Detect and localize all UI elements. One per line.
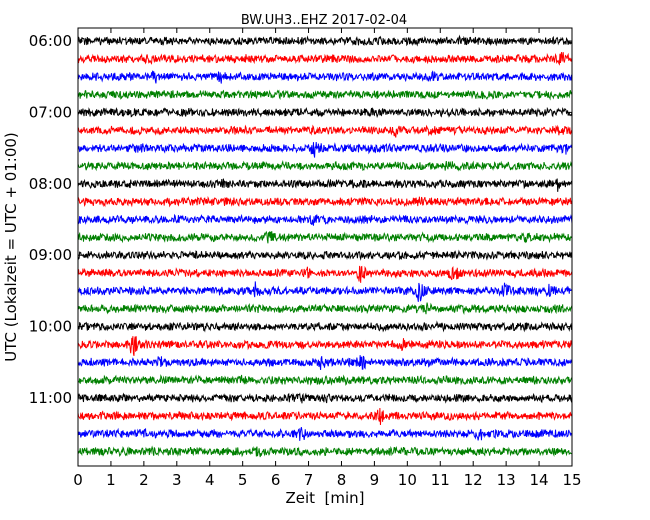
trace-0930 bbox=[77, 281, 573, 302]
x-tick-label: 6 bbox=[271, 471, 281, 489]
trace-0715 bbox=[77, 124, 573, 138]
x-tick-label: 13 bbox=[497, 471, 516, 489]
trace-1000 bbox=[77, 320, 573, 333]
trace-1115 bbox=[77, 407, 573, 426]
x-tick-label: 8 bbox=[337, 471, 347, 489]
trace-0630 bbox=[77, 70, 573, 84]
x-tick-label: 1 bbox=[106, 471, 116, 489]
plot-frame bbox=[77, 27, 573, 467]
trace-group bbox=[77, 34, 573, 458]
y-tick-label: 10:00 bbox=[29, 318, 72, 336]
x-tick-label: 2 bbox=[139, 471, 149, 489]
trace-0845 bbox=[77, 230, 573, 244]
trace-0600 bbox=[77, 34, 573, 47]
x-tick-label: 15 bbox=[562, 471, 581, 489]
y-tick-label: 06:00 bbox=[29, 32, 72, 50]
trace-0915 bbox=[77, 265, 573, 283]
trace-0900 bbox=[77, 249, 573, 261]
chart-title: BW.UH3..EHZ 2017-02-04 bbox=[241, 13, 407, 28]
y-axis: 06:00 07:00 08:00 09:00 10:00 11:00 bbox=[29, 32, 572, 407]
y-tick-label: 08:00 bbox=[29, 175, 72, 193]
x-tick-label: 12 bbox=[464, 471, 483, 489]
y-tick-label: 09:00 bbox=[29, 246, 72, 264]
trace-0730 bbox=[77, 141, 573, 158]
x-tick-label: 9 bbox=[370, 471, 380, 489]
y-axis-label: UTC (Lokalzeit = UTC + 01:00) bbox=[2, 132, 20, 362]
trace-0830 bbox=[77, 213, 573, 226]
trace-1030 bbox=[77, 355, 573, 370]
trace-1145 bbox=[77, 445, 573, 458]
trace-1100 bbox=[77, 392, 573, 404]
trace-0615 bbox=[77, 52, 573, 66]
x-axis-label: Zeit [min] bbox=[285, 489, 364, 507]
trace-0815 bbox=[77, 195, 573, 208]
x-tick-label: 11 bbox=[431, 471, 450, 489]
x-tick-label: 7 bbox=[304, 471, 314, 489]
x-tick-label: 4 bbox=[205, 471, 215, 489]
x-tick-label: 3 bbox=[172, 471, 182, 489]
x-tick-label: 14 bbox=[530, 471, 549, 489]
x-axis: 0 1 2 3 4 5 6 7 8 9 10 11 12 13 14 15 bbox=[73, 28, 582, 489]
trace-0745 bbox=[77, 159, 573, 172]
x-tick-label: 5 bbox=[238, 471, 248, 489]
trace-0945 bbox=[77, 302, 573, 316]
trace-1015 bbox=[77, 336, 573, 356]
y-tick-label: 11:00 bbox=[29, 389, 72, 407]
trace-0800 bbox=[77, 178, 573, 192]
x-tick-label: 0 bbox=[73, 471, 83, 489]
y-tick-label: 07:00 bbox=[29, 103, 72, 121]
trace-1045 bbox=[77, 374, 573, 386]
x-tick-label: 10 bbox=[398, 471, 417, 489]
trace-1130 bbox=[77, 427, 573, 441]
trace-0645 bbox=[77, 89, 573, 101]
trace-0700 bbox=[77, 106, 573, 119]
